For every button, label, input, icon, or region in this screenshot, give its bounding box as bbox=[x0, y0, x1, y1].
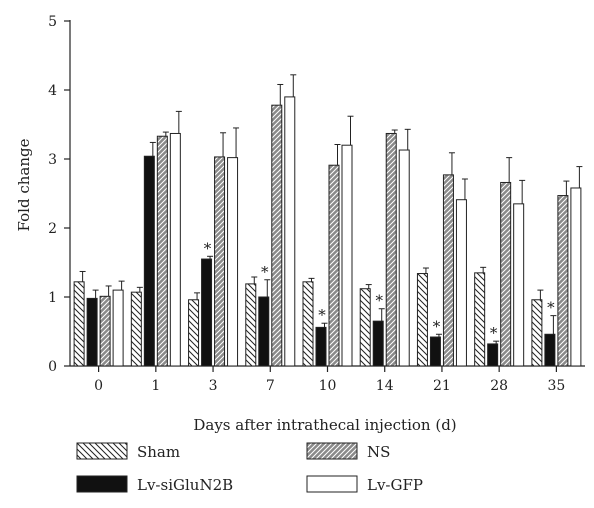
bar-ns bbox=[214, 156, 226, 367]
x-axis: 0 1 3 7 10 14 21 28 35 bbox=[70, 365, 585, 394]
bar-sham bbox=[474, 272, 486, 367]
bar-ns bbox=[271, 104, 283, 367]
bar-lv-siglun2b bbox=[429, 336, 441, 367]
bar-lv-gfp bbox=[341, 144, 353, 367]
legend-label: Lv-siGluN2B bbox=[137, 476, 233, 494]
bar-sham bbox=[359, 288, 371, 367]
x-tick-label: 35 bbox=[547, 378, 565, 394]
y-tick-label: 1 bbox=[48, 290, 57, 306]
bar-lv-siglun2b bbox=[544, 333, 556, 367]
bar-lv-gfp bbox=[398, 149, 410, 367]
significance-marker: * bbox=[490, 324, 498, 342]
y-tick-label: 0 bbox=[48, 359, 57, 375]
y-tick-label: 3 bbox=[48, 152, 57, 168]
bar-lv-siglun2b bbox=[372, 320, 384, 367]
bar-sham bbox=[302, 281, 314, 367]
x-tick-label: 7 bbox=[266, 378, 275, 394]
legend-swatch bbox=[306, 475, 358, 493]
bar-lv-gfp bbox=[455, 199, 467, 367]
bar-sham bbox=[416, 273, 428, 367]
bar-lv-siglun2b bbox=[315, 326, 327, 367]
y-tick-label: 5 bbox=[48, 14, 57, 30]
bar-lv-siglun2b bbox=[487, 343, 499, 367]
bar-ns bbox=[557, 195, 569, 367]
bar-sham bbox=[245, 283, 257, 367]
bar-sham bbox=[73, 281, 85, 367]
significance-marker: * bbox=[318, 306, 326, 324]
legend-label: NS bbox=[367, 443, 390, 461]
significance-marker: * bbox=[433, 317, 441, 335]
x-tick-label: 14 bbox=[376, 378, 394, 394]
bar-lv-gfp bbox=[570, 187, 582, 367]
bar-lv-gfp bbox=[169, 132, 181, 367]
significance-marker: * bbox=[261, 263, 269, 281]
bar-lv-siglun2b bbox=[86, 297, 98, 367]
x-tick-label: 3 bbox=[209, 378, 218, 394]
significance-marker: * bbox=[547, 299, 555, 317]
bar-sham bbox=[531, 299, 543, 367]
bar-ns bbox=[99, 295, 111, 367]
legend-item: Lv-siGluN2B bbox=[76, 475, 233, 494]
plot-area: 0 1 2 3 4 5 0 1 3 7 10 14 21 28 35 * * * * * * * bbox=[48, 14, 585, 394]
bar-ns bbox=[442, 174, 454, 367]
legend-item: NS bbox=[306, 442, 390, 461]
significance-marker: * bbox=[375, 292, 383, 310]
bar-lv-gfp bbox=[513, 203, 525, 367]
bar-ns bbox=[156, 135, 168, 367]
x-tick-label: 1 bbox=[151, 378, 160, 394]
legend-swatch bbox=[306, 442, 358, 460]
significance-marker: * bbox=[204, 239, 212, 257]
y-axis-title: Fold change bbox=[15, 138, 33, 231]
bar-ns bbox=[328, 164, 340, 367]
legend-label: Sham bbox=[137, 443, 180, 461]
bar-ns bbox=[385, 132, 397, 367]
bar-sham bbox=[188, 299, 200, 367]
y-tick-label: 2 bbox=[48, 221, 57, 237]
bar-lv-siglun2b bbox=[143, 155, 155, 367]
y-axis: 0 1 2 3 4 5 bbox=[48, 14, 71, 375]
significance-markers: * * * * * * * bbox=[204, 239, 555, 342]
y-tick-label: 4 bbox=[48, 83, 57, 99]
legend-item: Lv-GFP bbox=[306, 475, 423, 494]
bar-lv-gfp bbox=[284, 96, 296, 367]
legend-swatch bbox=[76, 475, 128, 493]
x-axis-title: Days after intrathecal injection (d) bbox=[193, 416, 456, 434]
x-tick-label: 0 bbox=[94, 378, 103, 394]
bar-ns bbox=[500, 181, 512, 367]
bars bbox=[73, 74, 583, 367]
x-tick-label: 10 bbox=[319, 378, 337, 394]
bar-lv-siglun2b bbox=[258, 296, 270, 367]
bar-lv-gfp bbox=[227, 157, 239, 367]
bar-lv-gfp bbox=[112, 289, 124, 367]
bar-sham bbox=[130, 291, 142, 367]
legend-item: Sham bbox=[76, 442, 180, 461]
bar-lv-siglun2b bbox=[201, 258, 213, 367]
legend-swatch bbox=[76, 442, 128, 460]
legend-label: Lv-GFP bbox=[367, 476, 423, 494]
x-tick-label: 28 bbox=[490, 378, 508, 394]
legend: Sham NS Lv-siGluN2B Lv-GFP bbox=[76, 442, 423, 494]
x-tick-label: 21 bbox=[433, 378, 451, 394]
